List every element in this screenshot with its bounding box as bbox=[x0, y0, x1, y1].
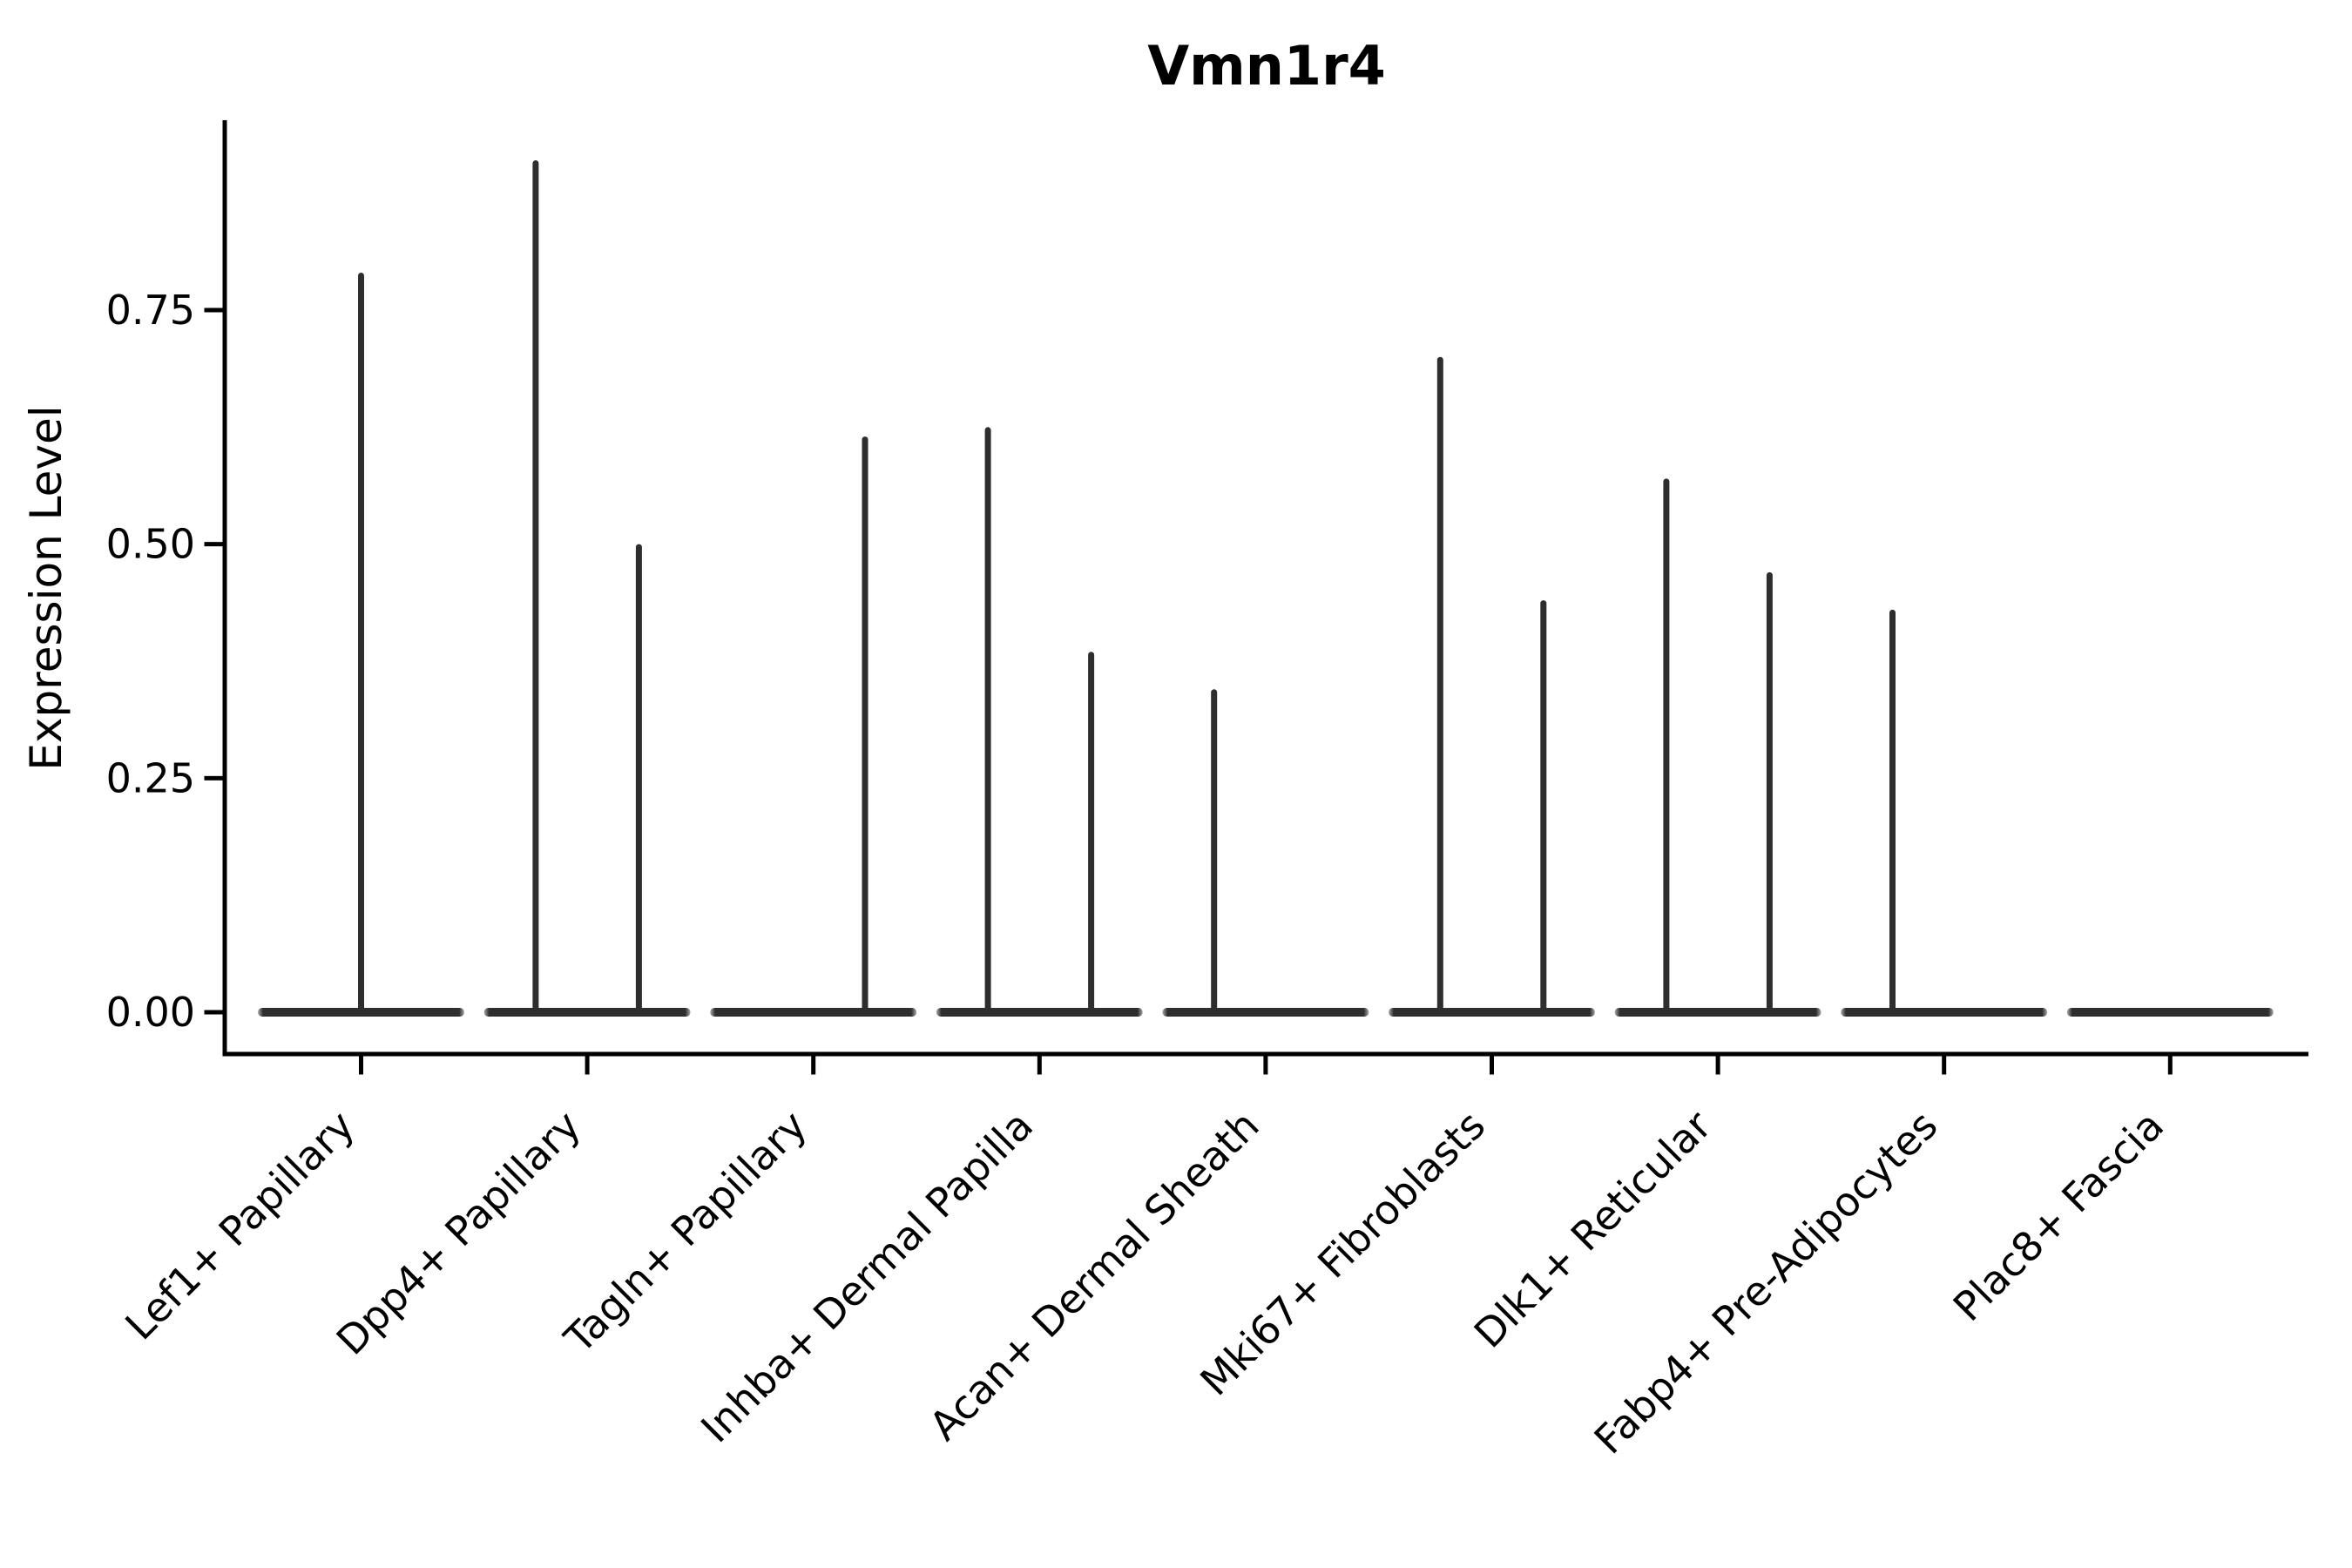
y-tick-label: 0.75 bbox=[106, 287, 195, 334]
y-tick bbox=[204, 775, 223, 781]
x-tick bbox=[585, 1056, 590, 1075]
y-axis-spine bbox=[222, 120, 227, 1057]
violin-spike bbox=[1436, 356, 1443, 1017]
violin-spike bbox=[862, 436, 868, 1017]
violin-spike bbox=[1211, 689, 1218, 1017]
x-tick-label: Dlk1+ Reticular bbox=[1465, 1102, 1720, 1357]
violin-spike bbox=[532, 160, 539, 1017]
violin-baseline bbox=[936, 1008, 1143, 1017]
y-tick-label: 0.50 bbox=[106, 521, 195, 568]
y-tick bbox=[204, 1010, 223, 1015]
x-tick-label: Tagln+ Papillary bbox=[555, 1102, 816, 1363]
y-tick bbox=[204, 542, 223, 547]
violin-baseline bbox=[1162, 1008, 1369, 1017]
violin-baseline bbox=[2066, 1008, 2274, 1017]
violin-spike bbox=[1663, 478, 1670, 1017]
chart-title: Vmn1r4 bbox=[1147, 34, 1386, 98]
violin-spike bbox=[358, 273, 364, 1017]
violin-spike bbox=[1088, 652, 1095, 1017]
y-tick bbox=[204, 308, 223, 313]
x-axis-spine bbox=[222, 1051, 2308, 1057]
violin-spike bbox=[1889, 609, 1896, 1017]
violin-baseline bbox=[710, 1008, 917, 1017]
violin-spike bbox=[1766, 571, 1773, 1017]
violin-spike bbox=[1540, 600, 1547, 1017]
x-tick-label: Lef1+ Papillary bbox=[116, 1102, 363, 1349]
x-tick bbox=[1715, 1056, 1720, 1075]
x-tick bbox=[2167, 1056, 2173, 1075]
x-tick bbox=[359, 1056, 363, 1075]
violin-baseline bbox=[1841, 1008, 2048, 1017]
x-tick bbox=[1263, 1056, 1268, 1075]
violin-baseline bbox=[1614, 1008, 1821, 1017]
y-tick-label: 0.00 bbox=[106, 989, 195, 1036]
x-tick-label: Plac8+ Fascia bbox=[1944, 1102, 2173, 1330]
x-tick bbox=[811, 1056, 816, 1075]
violin-baseline bbox=[1389, 1008, 1595, 1017]
x-tick bbox=[1942, 1056, 1947, 1075]
violin-baseline bbox=[483, 1008, 691, 1017]
x-tick bbox=[1037, 1056, 1042, 1075]
violin-spike bbox=[984, 427, 991, 1017]
y-axis-label: Expression Level bbox=[21, 405, 71, 770]
y-tick-label: 0.25 bbox=[106, 754, 195, 801]
x-tick-label: Dpp4+ Papillary bbox=[328, 1102, 590, 1364]
x-tick bbox=[1490, 1056, 1494, 1075]
violin-spike bbox=[635, 544, 642, 1017]
violin-baseline bbox=[258, 1008, 464, 1017]
